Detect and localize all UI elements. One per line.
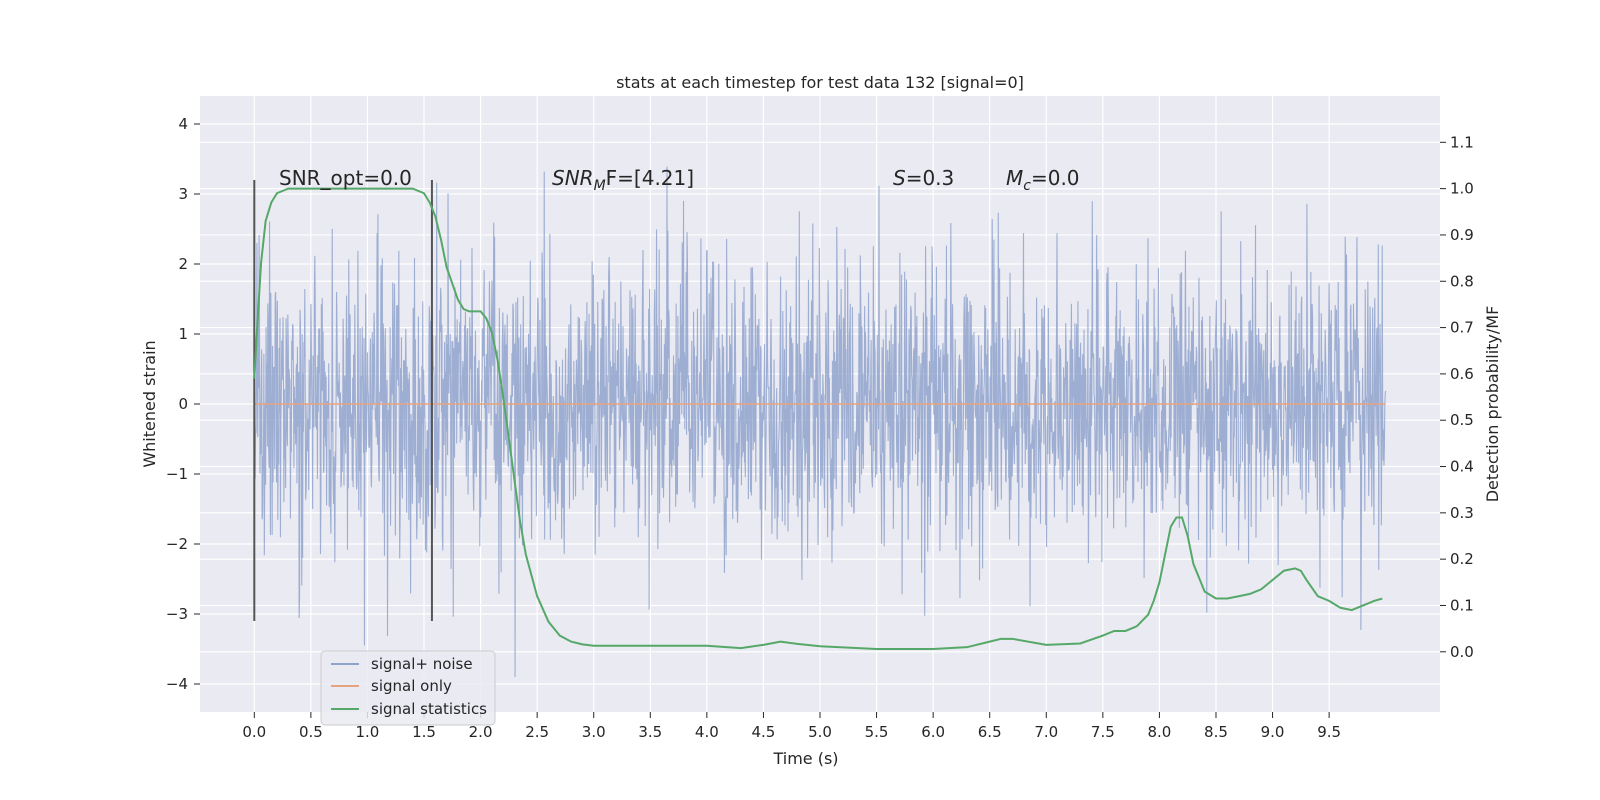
annotation-s-value: =0.3 bbox=[906, 166, 955, 190]
y-right-tick-label: 0.6 bbox=[1450, 365, 1474, 383]
x-tick-label: 0.0 bbox=[242, 723, 266, 741]
legend-label-signal-only: signal only bbox=[371, 677, 452, 695]
x-tick-label: 2.5 bbox=[525, 723, 549, 741]
y-left-tick-label: −4 bbox=[166, 675, 188, 693]
annotation-s-symbol: S bbox=[893, 166, 906, 190]
x-axis-title: Time (s) bbox=[772, 749, 838, 768]
y-left-tick-label: 3 bbox=[178, 185, 188, 203]
x-tick-label: 9.5 bbox=[1317, 723, 1341, 741]
chart-title: stats at each timestep for test data 132… bbox=[616, 73, 1024, 92]
y-right-tick-label: 0.7 bbox=[1450, 319, 1474, 337]
annotation-snr-opt: SNR_opt=0.0 bbox=[279, 166, 412, 190]
x-tick-label: 3.5 bbox=[638, 723, 662, 741]
x-tick-label: 1.5 bbox=[412, 723, 436, 741]
x-tick-label: 5.0 bbox=[808, 723, 832, 741]
annotation-snr-mf-suffix: F=[4.21] bbox=[606, 166, 694, 190]
y-left-axis-ticks: −4 −3 −2 −1 0 1 2 3 4 bbox=[166, 115, 200, 693]
annotation-snr-mf-prefix: SNR bbox=[552, 166, 594, 190]
y-right-tick-label: 1.1 bbox=[1450, 133, 1474, 151]
y-left-tick-label: 4 bbox=[178, 115, 188, 133]
annotation-s: S=0.3 bbox=[893, 166, 954, 190]
annotation-mc-value: =0.0 bbox=[1031, 166, 1080, 190]
y-right-tick-label: 0.9 bbox=[1450, 226, 1474, 244]
annotation-snr-mf: SNRMF=[4.21] bbox=[552, 166, 694, 194]
y-right-tick-label: 0.5 bbox=[1450, 411, 1474, 429]
x-tick-label: 7.0 bbox=[1034, 723, 1058, 741]
x-tick-label: 0.5 bbox=[299, 723, 323, 741]
y-left-tick-label: −3 bbox=[166, 605, 188, 623]
series-signal-statistics bbox=[253, 187, 1383, 651]
legend-box bbox=[320, 650, 496, 726]
y-right-axis-ticks: 0.0 0.1 0.2 0.3 0.4 0.5 0.6 0.7 0.8 0.9 1.0 1.1 bbox=[1440, 133, 1474, 661]
x-tick-label: 8.0 bbox=[1147, 723, 1171, 741]
x-tick-label: 6.0 bbox=[921, 723, 945, 741]
y-right-tick-label: 0.3 bbox=[1450, 504, 1474, 522]
legend-label-signal-statistics: signal statistics bbox=[371, 700, 487, 718]
annotation-snr-mf-sub: M bbox=[594, 178, 606, 194]
y-right-tick-label: 0.8 bbox=[1450, 272, 1474, 290]
annotation-mc-symbol: M bbox=[1006, 166, 1023, 190]
y-left-tick-label: 2 bbox=[178, 255, 188, 273]
x-tick-label: 2.0 bbox=[469, 723, 493, 741]
x-tick-label: 1.0 bbox=[356, 723, 380, 741]
y-left-tick-label: 1 bbox=[178, 325, 188, 343]
x-tick-label: 4.0 bbox=[695, 723, 719, 741]
vertical-markers bbox=[253, 180, 433, 621]
y-right-axis-title: Detection probability/MF bbox=[1483, 306, 1502, 503]
y-right-tick-label: 1.0 bbox=[1450, 180, 1474, 198]
legend-label-signal-noise: signal+ noise bbox=[371, 655, 473, 673]
y-left-tick-label: 0 bbox=[178, 395, 188, 413]
x-axis-ticks: 0.0 0.5 1.0 1.5 2.0 2.5 3.0 3.5 4.0 4.5 5.0 5.5 6.0 6… bbox=[242, 712, 1341, 741]
y-left-tick-label: −2 bbox=[166, 535, 188, 553]
x-tick-label: 8.5 bbox=[1204, 723, 1228, 741]
x-tick-label: 4.5 bbox=[752, 723, 776, 741]
y-right-tick-label: 0.0 bbox=[1450, 643, 1474, 661]
y-right-tick-label: 0.1 bbox=[1450, 596, 1474, 614]
y-right-tick-label: 0.2 bbox=[1450, 550, 1474, 568]
x-tick-label: 3.0 bbox=[582, 723, 606, 741]
y-left-tick-label: −1 bbox=[166, 465, 188, 483]
annotation-mc: Mc=0.0 bbox=[1006, 166, 1080, 194]
x-tick-label: 7.5 bbox=[1091, 723, 1115, 741]
x-tick-label: 5.5 bbox=[865, 723, 889, 741]
x-tick-label: 9.0 bbox=[1261, 723, 1285, 741]
x-tick-label: 6.5 bbox=[978, 723, 1002, 741]
legend: signal+ noise signal only signal statist… bbox=[320, 650, 496, 726]
y-left-axis-title: Whitened strain bbox=[140, 340, 159, 467]
y-right-tick-label: 0.4 bbox=[1450, 458, 1474, 476]
annotation-mc-sub: c bbox=[1023, 178, 1031, 194]
series-signal-noise bbox=[253, 166, 1387, 678]
